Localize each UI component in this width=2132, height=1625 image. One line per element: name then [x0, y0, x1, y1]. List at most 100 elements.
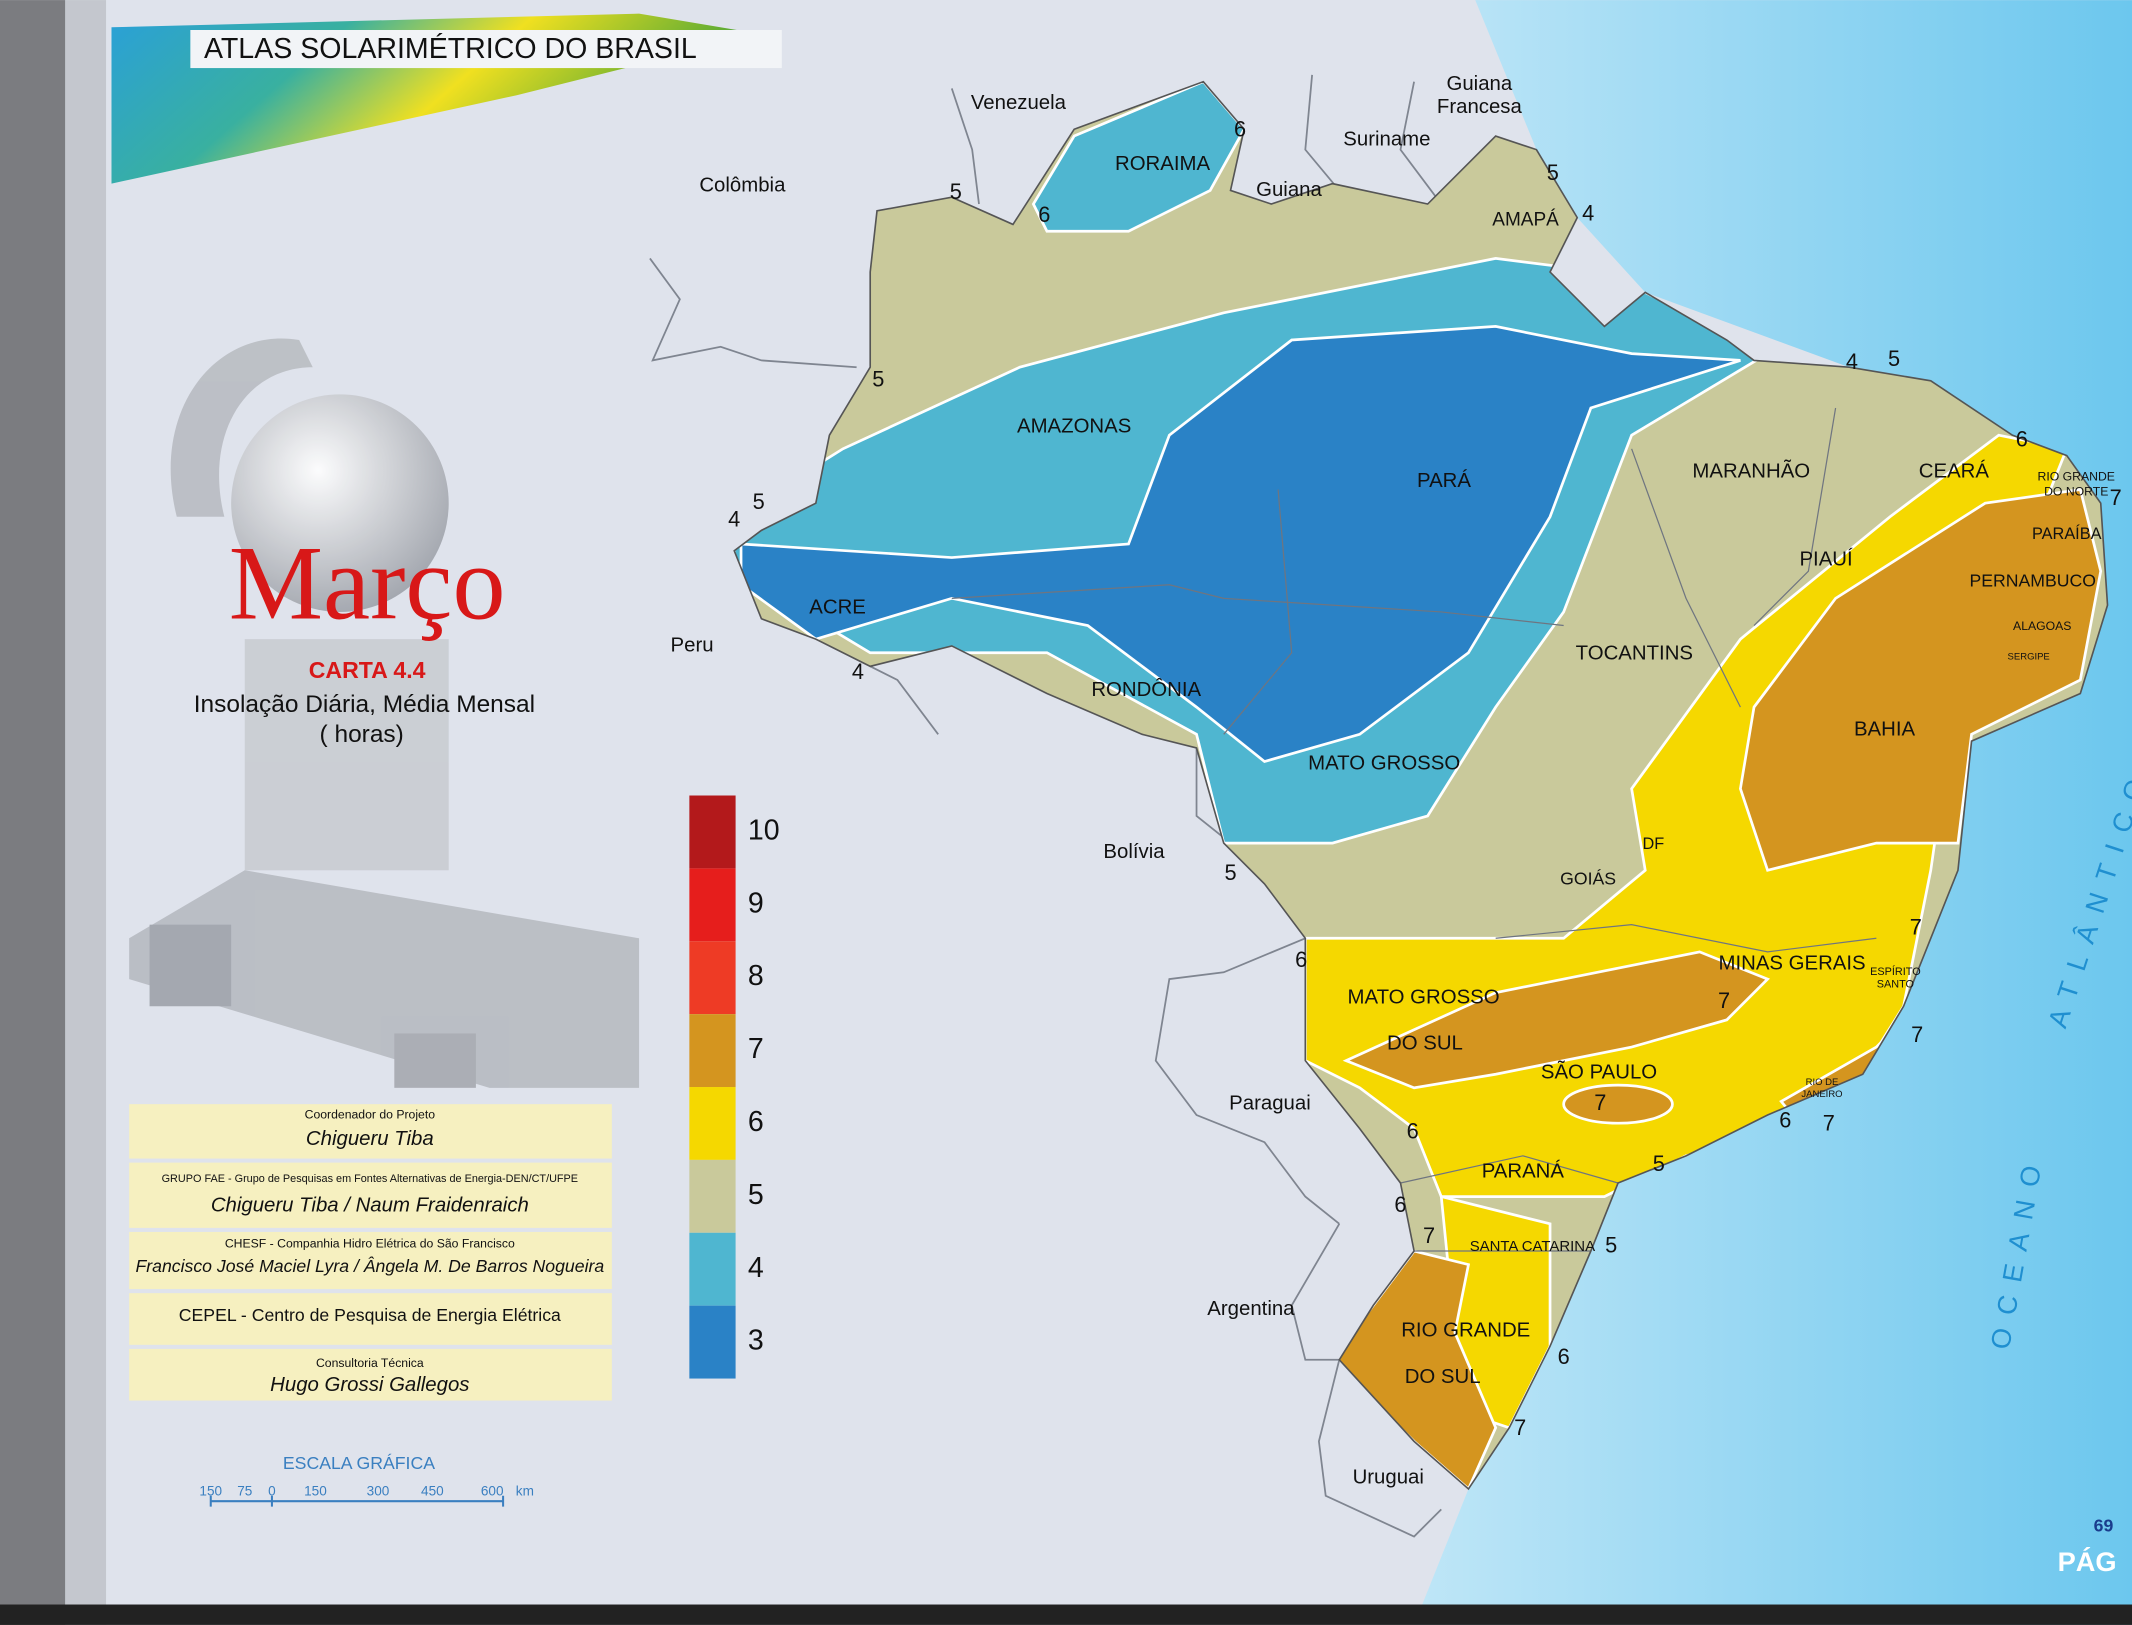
country-label: Bolívia	[1103, 841, 1165, 863]
state-label: DF	[1643, 835, 1665, 853]
state-label: CEARÁ	[1919, 459, 1990, 482]
illustration	[129, 338, 640, 1088]
country-label: Francesa	[1437, 96, 1523, 118]
state-label: PARAÍBA	[2032, 524, 2102, 543]
isoline-value: 5	[872, 367, 884, 392]
page-number: 69	[2094, 1516, 2114, 1536]
page-fold	[0, 0, 66, 1625]
state-label: DO SUL	[1387, 1033, 1463, 1055]
state-label: ACRE	[809, 596, 866, 618]
isoline-value: 4	[1582, 201, 1594, 226]
unit: ( horas)	[320, 721, 404, 748]
isoline-value: 7	[1423, 1223, 1435, 1248]
chart-code: CARTA 4.4	[309, 657, 426, 683]
state-label: TOCANTINS	[1576, 642, 1693, 664]
country-label: Peru	[671, 634, 714, 656]
state-label: DO NORTE	[2044, 485, 2108, 499]
header-box	[190, 29, 782, 69]
zone-7-ms-mg	[1342, 950, 1771, 1090]
isoline-value: 4	[728, 507, 740, 532]
isoline-value: 6	[1295, 947, 1307, 972]
state-label: RONDÔNIA	[1091, 678, 1201, 701]
state-label: PIAUÍ	[1799, 548, 1853, 571]
credit-names: Chigueru Tiba	[306, 1128, 434, 1150]
credit-names: Chigueru Tiba / Naum Fraidenraich	[211, 1195, 529, 1217]
state-label: BAHIA	[1854, 719, 1916, 741]
scale-tick: 150	[199, 1483, 222, 1498]
state-label: SANTO	[1877, 978, 1914, 990]
legend-swatch	[689, 868, 736, 942]
page-fold-shade	[65, 0, 107, 1625]
legend-label: 7	[748, 1033, 764, 1065]
legend-label: 10	[748, 814, 780, 846]
isoline-value: 6	[1779, 1108, 1791, 1133]
brazil-map	[734, 81, 2108, 1489]
country-label: Guiana	[1256, 179, 1322, 201]
scale-tick: 0	[268, 1483, 276, 1498]
isoline-value: 6	[2016, 426, 2028, 451]
isoline-value: 7	[1911, 1022, 1923, 1047]
isoline-value: 6	[1234, 116, 1246, 141]
isoline-value: 4	[1846, 349, 1858, 374]
scale-tick: 450	[421, 1483, 444, 1498]
country-label: Guiana	[1446, 73, 1512, 95]
isoline-value: 5	[753, 489, 765, 514]
state-label: DO SUL	[1405, 1366, 1481, 1388]
legend-swatch	[689, 1014, 736, 1088]
legend-swatch	[689, 1232, 736, 1306]
scale-tick: 75	[237, 1483, 252, 1498]
isoline-value: 6	[1558, 1344, 1570, 1369]
credit-names: Hugo Grossi Gallegos	[270, 1374, 469, 1396]
legend-swatch	[689, 1305, 736, 1379]
scale-unit: km	[516, 1483, 534, 1498]
country-label: Suriname	[1343, 129, 1430, 151]
isoline-value: 7	[1514, 1415, 1526, 1440]
state-label: JANEIRO	[1801, 1089, 1842, 1100]
state-label: AMAPÁ	[1492, 209, 1559, 230]
credit-heading: Coordenador do Projeto	[305, 1107, 436, 1121]
state-label: RIO GRANDE	[1401, 1320, 1530, 1342]
legend-swatch	[689, 795, 736, 869]
isoline-value: 5	[1547, 160, 1559, 185]
credit-names: Francisco José Maciel Lyra / Ângela M. D…	[135, 1255, 604, 1276]
country-label: Argentina	[1207, 1298, 1295, 1320]
zone-7-bahia	[1739, 488, 2103, 872]
legend-swatch	[689, 941, 736, 1015]
country-label: Paraguai	[1229, 1093, 1311, 1115]
legend-label: 8	[748, 960, 764, 992]
scale-bar	[209, 1495, 505, 1507]
isoline-value: 5	[1888, 346, 1900, 371]
country-borders	[649, 74, 1442, 1538]
state-label: RIO DE	[1806, 1077, 1839, 1088]
isoline-value: 5	[1653, 1151, 1665, 1176]
subtitle: Insolação Diária, Média Mensal	[194, 691, 535, 718]
country-label: Venezuela	[971, 92, 1067, 114]
legend-swatch	[689, 1087, 736, 1160]
state-label: RIO GRANDE	[2038, 470, 2115, 484]
isoline-value: 6	[1394, 1192, 1406, 1217]
isoline-value: 5	[1605, 1233, 1617, 1258]
isoline-value: 5	[950, 179, 962, 204]
state-label: ALAGOAS	[2013, 619, 2071, 633]
zone-7-sp	[1562, 1083, 1674, 1125]
legend-label: 9	[748, 887, 764, 919]
credit-heading: CHESF - Companhia Hidro Elétrica do São …	[225, 1236, 515, 1250]
state-label: SÃO PAULO	[1541, 1059, 1657, 1083]
state-label: GOIÁS	[1560, 868, 1616, 888]
state-label: SANTA CATARINA	[1470, 1238, 1595, 1255]
state-label: PERNAMBUCO	[1969, 571, 2096, 591]
state-label: PARÁ	[1417, 469, 1471, 492]
credit-heading: GRUPO FAE - Grupo de Pesquisas em Fontes…	[162, 1173, 578, 1185]
scale-tick: 150	[304, 1483, 327, 1498]
country-label: Colômbia	[699, 175, 786, 197]
state-label: MARANHÃO	[1692, 458, 1810, 482]
page-bottom	[0, 1604, 2132, 1625]
scale-tick: 300	[367, 1483, 390, 1498]
month-title: Março	[229, 524, 506, 642]
page-label: PÁG	[2058, 1546, 2117, 1577]
isoline-value: 6	[1038, 202, 1050, 227]
state-label: ESPÍRITO	[1870, 965, 1921, 978]
state-label: SERGIPE	[2008, 651, 2050, 662]
